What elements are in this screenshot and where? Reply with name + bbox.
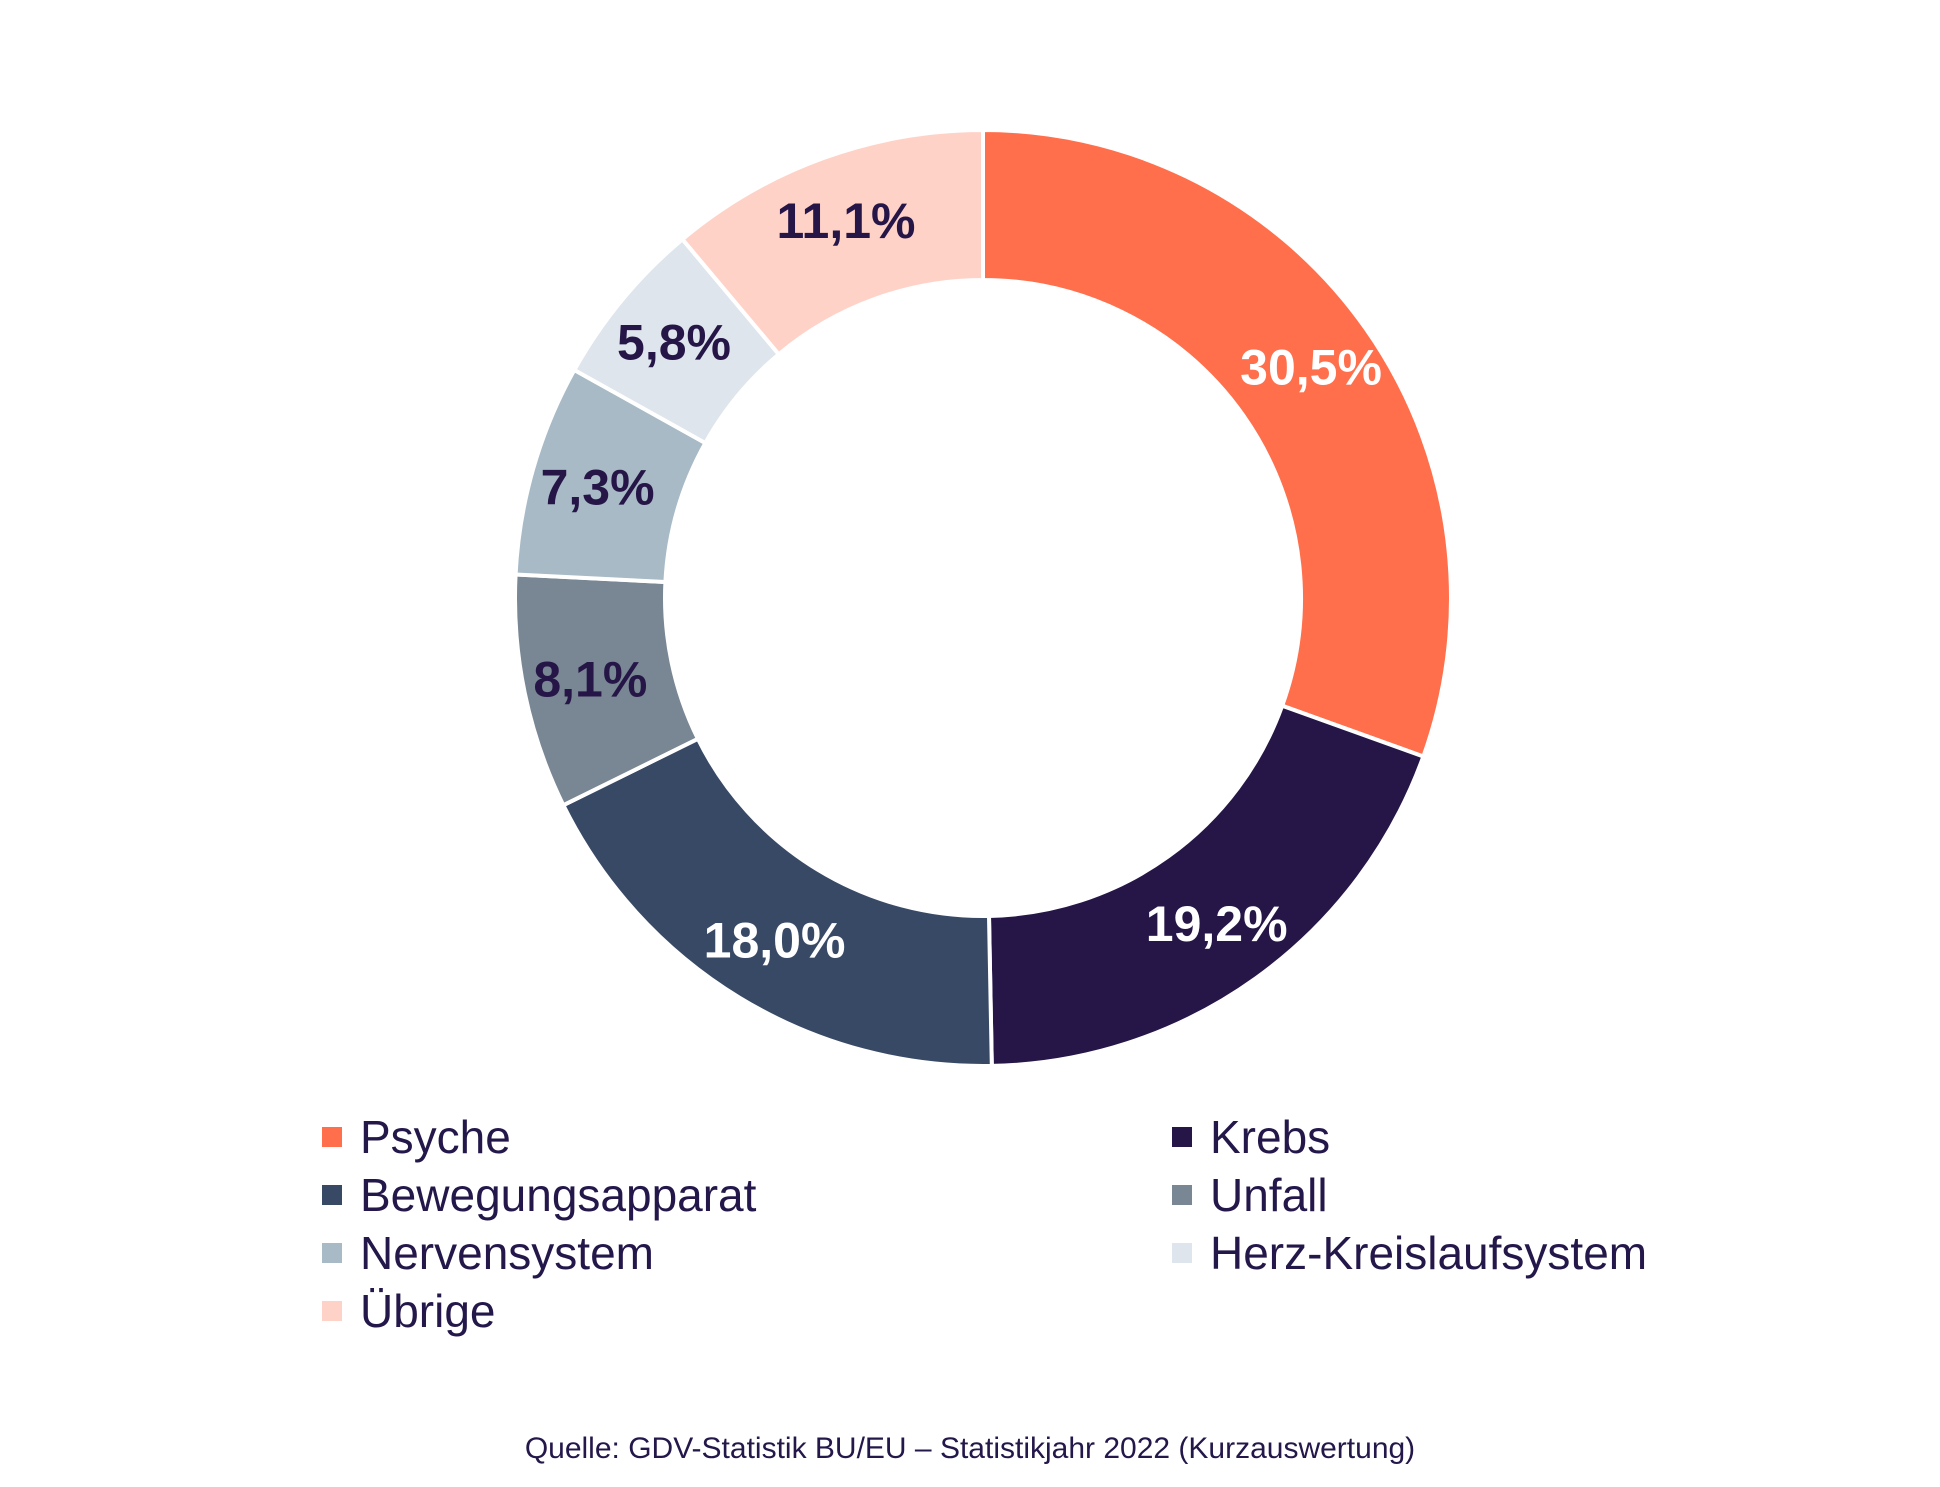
legend-swatch xyxy=(1172,1127,1192,1147)
donut-slices xyxy=(513,127,1453,1068)
legend-item: Bewegungsapparat xyxy=(322,1168,1172,1222)
slice-label-krebs: 19,2% xyxy=(1146,896,1288,952)
legend-label: Übrige xyxy=(360,1285,496,1337)
legend-swatch xyxy=(1172,1185,1192,1205)
source-note: Quelle: GDV-Statistik BU/EU – Statistikj… xyxy=(524,1432,1416,1465)
legend-label: Nervensystem xyxy=(360,1227,654,1279)
legend-swatch xyxy=(322,1127,342,1147)
legend-label: Psyche xyxy=(360,1111,511,1163)
legend-swatch xyxy=(322,1301,342,1321)
legend-item: Unfall xyxy=(1172,1168,1782,1222)
slice-label-nervensystem: 7,3% xyxy=(541,459,655,515)
slice-übrige xyxy=(679,127,985,358)
legend-label: Unfall xyxy=(1210,1169,1328,1221)
slice-label-bewegungsapparat: 18,0% xyxy=(704,913,846,969)
slice-label-übrige: 11,1% xyxy=(776,193,915,249)
slice-krebs xyxy=(986,703,1426,1068)
legend-swatch xyxy=(322,1243,342,1263)
slice-label-unfall: 8,1% xyxy=(533,651,647,707)
legend-swatch xyxy=(1172,1243,1192,1263)
legend-item: Übrige xyxy=(322,1284,1172,1338)
legend-item: Herz-Kreislaufsystem xyxy=(1172,1226,1782,1280)
legend-swatch xyxy=(322,1185,342,1205)
legend-item: Krebs xyxy=(1172,1110,1782,1164)
legend-label: Herz-Kreislaufsystem xyxy=(1210,1227,1648,1279)
slice-label-psyche: 30,5% xyxy=(1240,339,1382,395)
slice-bewegungsapparat xyxy=(560,736,994,1068)
legend-label: Krebs xyxy=(1210,1111,1331,1163)
slice-label-herz-kreislaufsystem: 5,8% xyxy=(617,314,731,370)
legend-item: Psyche xyxy=(322,1110,1172,1164)
legend-label: Bewegungsapparat xyxy=(360,1169,757,1221)
slice-psyche xyxy=(981,127,1453,760)
donut-chart: 30,5% 19,2% 18,0% 8,1% 7,3% 5,8% 11,1% xyxy=(513,127,1453,1068)
chart-legend: Psyche Krebs Bewegungsapparat Unfall Nervens… xyxy=(322,1110,1782,1338)
slice-labels: 30,5% 19,2% 18,0% 8,1% 7,3% 5,8% 11,1% xyxy=(533,193,1382,968)
legend-item: Nervensystem xyxy=(322,1226,1172,1280)
